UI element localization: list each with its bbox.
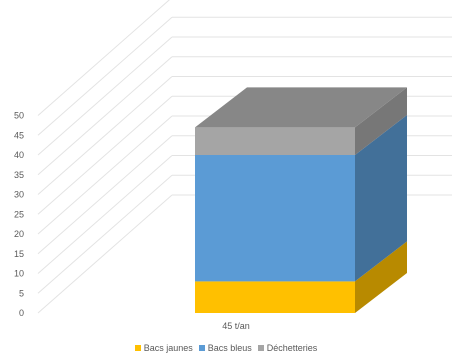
y-tick-label: 50 bbox=[14, 111, 24, 121]
y-tick-label: 0 bbox=[19, 308, 24, 318]
gridline-side bbox=[37, 56, 173, 176]
y-tick-label: 20 bbox=[14, 229, 24, 239]
y-tick-label: 5 bbox=[19, 288, 24, 298]
bar-segment-front bbox=[195, 155, 355, 282]
y-tick-label: 10 bbox=[14, 269, 24, 279]
bar-segment-front bbox=[195, 127, 355, 155]
gridline-side bbox=[37, 194, 173, 314]
gridline-side bbox=[37, 76, 173, 195]
y-tick-label: 45 bbox=[14, 130, 24, 140]
legend-swatch bbox=[134, 345, 141, 351]
legend-swatch bbox=[257, 345, 264, 351]
y-tick-label: 30 bbox=[14, 190, 24, 200]
gridline-side bbox=[37, 135, 173, 255]
gridline-side bbox=[37, 155, 173, 274]
gridline-side bbox=[37, 0, 170, 116]
bar-segment-front bbox=[195, 281, 355, 313]
gridline-side bbox=[37, 95, 173, 215]
gridline-side bbox=[37, 36, 173, 156]
legend-label: Déchetteries bbox=[266, 343, 318, 353]
legend-item: Bacs bleus bbox=[198, 343, 252, 353]
y-tick-label: 40 bbox=[14, 150, 24, 160]
gridline-side bbox=[37, 174, 173, 294]
legend-item: Bacs jaunes bbox=[134, 343, 193, 353]
y-tick-label: 25 bbox=[14, 209, 24, 219]
legend-item: Déchetteries bbox=[257, 343, 318, 353]
legend-swatch bbox=[198, 345, 205, 351]
gridline-side bbox=[37, 16, 173, 136]
gridline-side bbox=[37, 115, 173, 235]
bar-segment-side bbox=[355, 87, 407, 155]
y-axis-ticks: 0 5 10 15 20 25 30 35 40 45 50 bbox=[14, 111, 24, 319]
legend-label: Bacs jaunes bbox=[143, 343, 193, 353]
legend-label: Bacs bleus bbox=[207, 343, 252, 353]
y-tick-label: 35 bbox=[14, 170, 24, 180]
bar-segment-side bbox=[355, 241, 407, 313]
bars bbox=[195, 87, 407, 313]
x-axis-category-label: 45 t/an bbox=[222, 321, 250, 331]
bar-segment-top bbox=[195, 87, 407, 128]
bar-segment-side bbox=[355, 115, 407, 282]
legend: Bacs jaunes Bacs bleus Déchetteries bbox=[0, 343, 452, 353]
y-tick-label: 15 bbox=[14, 249, 24, 259]
